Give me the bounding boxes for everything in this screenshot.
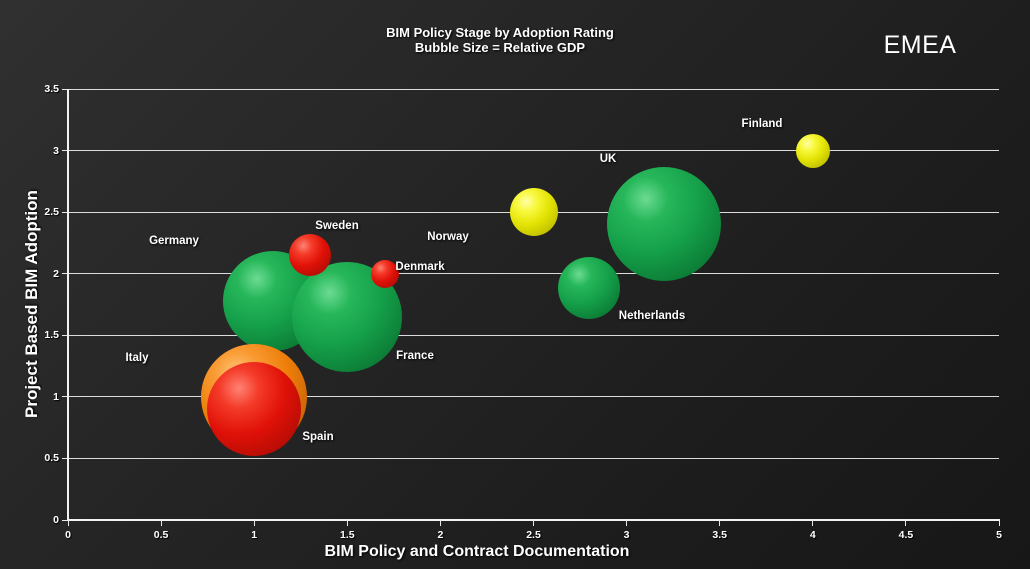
label-sweden: Sweden bbox=[315, 220, 359, 232]
gridline-y-0.5 bbox=[68, 457, 999, 459]
x-tick-1 bbox=[253, 520, 255, 526]
chart-title-block: BIM Policy Stage by Adoption Rating Bubb… bbox=[0, 25, 1000, 55]
y-tick-3.5 bbox=[62, 88, 68, 90]
x-tick-label-2.5: 2.5 bbox=[526, 529, 541, 541]
gridline-y-1 bbox=[68, 396, 999, 398]
y-tick-2 bbox=[62, 273, 68, 275]
x-tick-3.5 bbox=[719, 520, 721, 526]
x-axis-title: BIM Policy and Contract Documentation bbox=[324, 543, 630, 560]
chart-subtitle: Bubble Size = Relative GDP bbox=[414, 40, 586, 55]
label-netherlands: Netherlands bbox=[618, 310, 686, 322]
y-tick-label-2: 2 bbox=[53, 267, 59, 280]
x-tick-2.5 bbox=[533, 520, 534, 526]
label-denmark: Denmark bbox=[395, 261, 445, 273]
x-tick-2 bbox=[439, 520, 441, 526]
x-tick-label-2: 2 bbox=[437, 529, 444, 541]
x-tick-label-3.5: 3.5 bbox=[712, 529, 727, 541]
x-tick-label-1: 1 bbox=[251, 529, 258, 541]
gridline-y-3.5 bbox=[68, 88, 999, 90]
bubble-finland[interactable] bbox=[795, 133, 830, 168]
x-tick-1.5 bbox=[346, 520, 348, 526]
x-tick-label-3: 3 bbox=[623, 529, 630, 541]
x-tick-3 bbox=[626, 520, 628, 526]
label-finland: Finland bbox=[741, 118, 783, 130]
y-tick-3 bbox=[62, 150, 68, 152]
y-tick-0.5 bbox=[62, 457, 68, 459]
y-tick-2.5 bbox=[62, 211, 68, 213]
y-tick-label-3: 3 bbox=[53, 144, 59, 157]
x-tick-0.5 bbox=[160, 520, 162, 526]
x-tick-label-4.5: 4.5 bbox=[898, 529, 914, 541]
bubble-sweden[interactable] bbox=[289, 234, 332, 277]
gridline-y-3 bbox=[68, 150, 999, 152]
y-tick-label-1.5: 1.5 bbox=[44, 329, 59, 342]
y-tick-label-3.5: 3.5 bbox=[44, 83, 59, 95]
bubble-denmark[interactable] bbox=[370, 259, 399, 288]
x-tick-label-4: 4 bbox=[809, 529, 816, 541]
x-tick-0 bbox=[67, 520, 69, 526]
x-tick-label-0: 0 bbox=[65, 529, 71, 541]
x-tick-4.5 bbox=[905, 520, 907, 526]
y-tick-label-0.5: 0.5 bbox=[44, 452, 59, 465]
x-tick-label-5: 5 bbox=[996, 529, 1002, 541]
bubble-uk[interactable] bbox=[606, 167, 721, 282]
y-axis-title: Project Based BIM Adoption bbox=[22, 190, 41, 419]
x-tick-5 bbox=[998, 520, 1000, 526]
bubble-spain[interactable] bbox=[207, 362, 302, 457]
x-tick-4 bbox=[812, 520, 814, 526]
label-germany: Germany bbox=[149, 235, 199, 247]
bubble-norway[interactable] bbox=[509, 188, 558, 237]
label-spain: Spain bbox=[302, 431, 334, 443]
y-tick-1.5 bbox=[62, 334, 68, 336]
x-tick-label-0.5: 0.5 bbox=[153, 529, 169, 541]
bubble-netherlands[interactable] bbox=[558, 257, 621, 320]
y-tick-label-1: 1 bbox=[53, 390, 59, 403]
gridline-y-2 bbox=[68, 273, 999, 275]
x-tick-label-1.5: 1.5 bbox=[339, 529, 355, 541]
y-axis-line bbox=[67, 89, 69, 521]
label-norway: Norway bbox=[427, 231, 469, 243]
label-uk: UK bbox=[599, 153, 617, 165]
label-italy: Italy bbox=[125, 352, 149, 364]
label-france: France bbox=[396, 350, 434, 362]
chart-title: BIM Policy Stage by Adoption Rating bbox=[386, 25, 614, 40]
region-label: EMEA bbox=[883, 31, 957, 59]
gridline-y-1.5 bbox=[68, 334, 999, 336]
y-tick-1 bbox=[62, 396, 68, 398]
y-tick-0 bbox=[62, 519, 68, 521]
y-tick-label-2.5: 2.5 bbox=[44, 206, 59, 219]
y-tick-label-0: 0 bbox=[53, 514, 59, 526]
